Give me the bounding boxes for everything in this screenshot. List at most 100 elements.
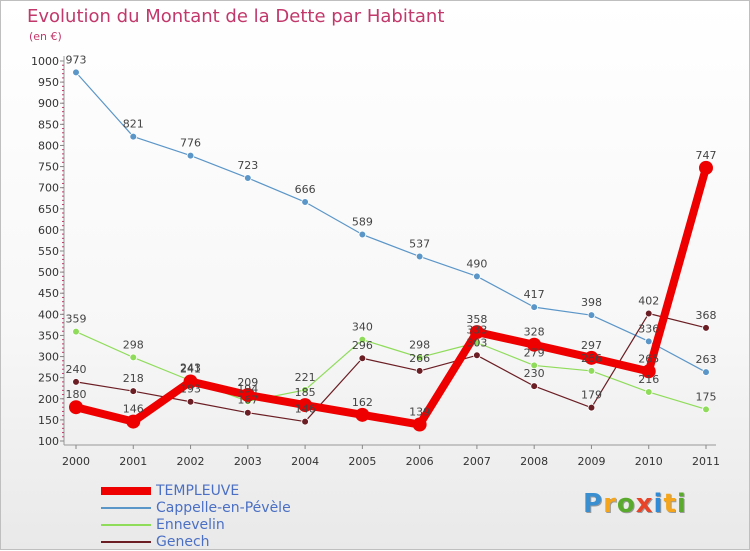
y-tick-label: 800 xyxy=(38,139,59,152)
data-label-genech: 167 xyxy=(237,394,258,407)
chart-title: Evolution du Montant de la Dette par Hab… xyxy=(27,6,445,27)
point-genech xyxy=(415,367,424,375)
series-line-genech xyxy=(75,312,707,423)
x-tick-label: 2004 xyxy=(291,455,319,468)
point-cappelle-en-pevele xyxy=(587,311,596,319)
y-tick-label: 300 xyxy=(38,351,59,364)
point-cappelle-en-pevele xyxy=(301,198,309,206)
point-ennevelin xyxy=(72,327,80,336)
legend-item-ennevelin: Ennevelin xyxy=(101,517,401,534)
point-ennevelin xyxy=(644,388,653,396)
x-tick-label: 2005 xyxy=(348,455,376,468)
y-tick-label: 450 xyxy=(38,287,59,300)
data-label-genech: 146 xyxy=(295,403,316,416)
point-ennevelin xyxy=(301,386,309,394)
data-label-genech: 303 xyxy=(466,336,487,349)
y-tick-label: 500 xyxy=(38,266,59,279)
point-templeuve xyxy=(298,398,313,413)
point-cappelle-en-pevele xyxy=(129,132,138,141)
legend-item-templeuve: TEMPLEUVE xyxy=(101,483,401,500)
data-label-cappelle-en-pevele: 973 xyxy=(66,53,87,66)
logo-letter: P xyxy=(583,489,604,519)
series-lines xyxy=(69,68,713,432)
y-tick-label: 950 xyxy=(38,76,59,89)
point-cappelle-en-pevele xyxy=(415,252,424,261)
data-label-ennevelin: 298 xyxy=(409,338,430,351)
data-label-cappelle-en-pevele: 537 xyxy=(409,237,430,250)
legend-swatch xyxy=(101,507,151,509)
logo-letter: i xyxy=(653,489,664,519)
data-label-genech: 240 xyxy=(66,363,87,376)
data-label-templeuve: 180 xyxy=(66,388,87,401)
axes: 100 150 200 250 300 350 400 450 500 550 600 650 700 7… xyxy=(31,55,720,468)
data-label-templeuve: 328 xyxy=(524,326,545,339)
data-label-ennevelin: 221 xyxy=(295,371,316,384)
point-genech xyxy=(358,354,367,363)
data-label-genech: 179 xyxy=(581,389,602,402)
x-tick-label: 2006 xyxy=(406,455,434,468)
x-tick-label: 2011 xyxy=(692,455,720,468)
legend: TEMPLEUVE Cappelle-en-Pévèle Ennevelin Gene… xyxy=(101,483,401,551)
point-genech xyxy=(301,417,309,426)
series-line-cappelle-en-pevele xyxy=(75,72,707,373)
legend-swatch xyxy=(101,524,151,526)
y-tick-label: 400 xyxy=(38,308,59,321)
data-label-ennevelin: 333 xyxy=(466,324,487,337)
point-templeuve xyxy=(584,350,599,365)
legend-label: TEMPLEUVE xyxy=(156,483,240,499)
data-label-ennevelin: 194 xyxy=(237,382,258,395)
point-genech xyxy=(244,408,252,417)
point-ennevelin xyxy=(415,353,424,362)
point-templeuve xyxy=(69,400,83,415)
logo-letter: x xyxy=(635,489,654,519)
point-templeuve xyxy=(126,414,141,429)
data-label-templeuve: 265 xyxy=(638,352,659,365)
data-label-templeuve: 139 xyxy=(409,406,430,419)
x-tick-label: 2007 xyxy=(463,455,491,468)
data-label-genech: 193 xyxy=(180,383,201,396)
y-tick-label: 100 xyxy=(38,435,59,448)
data-label-templeuve: 241 xyxy=(180,362,201,375)
x-tick-label: 2002 xyxy=(177,455,205,468)
point-genech xyxy=(644,309,653,318)
x-tick-label: 2000 xyxy=(62,455,90,468)
point-templeuve xyxy=(240,387,255,402)
point-templeuve xyxy=(183,374,198,389)
data-label-templeuve: 747 xyxy=(696,149,717,162)
point-cappelle-en-pevele xyxy=(473,272,481,281)
point-ennevelin xyxy=(702,405,710,414)
point-genech xyxy=(473,351,481,360)
point-genech xyxy=(186,397,195,406)
legend-swatch xyxy=(101,541,151,543)
y-tick-label: 550 xyxy=(38,245,59,258)
data-label-cappelle-en-pevele: 417 xyxy=(524,288,545,301)
y-tick-label: 700 xyxy=(38,182,59,195)
legend-label: Ennevelin xyxy=(156,517,225,533)
x-tick-label: 2008 xyxy=(520,455,548,468)
point-templeuve xyxy=(527,337,542,352)
y-tick-label: 850 xyxy=(38,118,59,131)
point-genech xyxy=(530,382,538,390)
data-label-templeuve: 297 xyxy=(581,339,602,352)
y-tick-label: 350 xyxy=(38,329,59,342)
legend-item-genech: Genech xyxy=(101,534,401,551)
y-tick-label: 650 xyxy=(38,203,59,216)
series-line-ennevelin xyxy=(75,331,707,410)
logo-letter: t xyxy=(663,489,677,519)
legend-label: Genech xyxy=(156,534,210,550)
point-cappelle-en-pevele xyxy=(530,303,538,311)
data-label-ennevelin: 266 xyxy=(581,352,602,365)
data-label-templeuve: 358 xyxy=(466,313,487,326)
point-cappelle-en-pevele xyxy=(186,151,195,160)
data-label-genech: 368 xyxy=(696,309,717,322)
point-ennevelin xyxy=(129,353,138,362)
data-label-ennevelin: 216 xyxy=(638,373,659,386)
data-label-ennevelin: 298 xyxy=(123,338,144,351)
data-label-cappelle-en-pevele: 821 xyxy=(123,118,144,131)
legend-swatch xyxy=(101,487,151,495)
data-label-ennevelin: 279 xyxy=(524,346,545,359)
data-labels: 973 821 776 723 666 589 537 490 417 398 336 263 359 2… xyxy=(66,53,717,418)
y-tick-label: 600 xyxy=(38,224,59,237)
series-line-templeuve xyxy=(75,166,710,429)
